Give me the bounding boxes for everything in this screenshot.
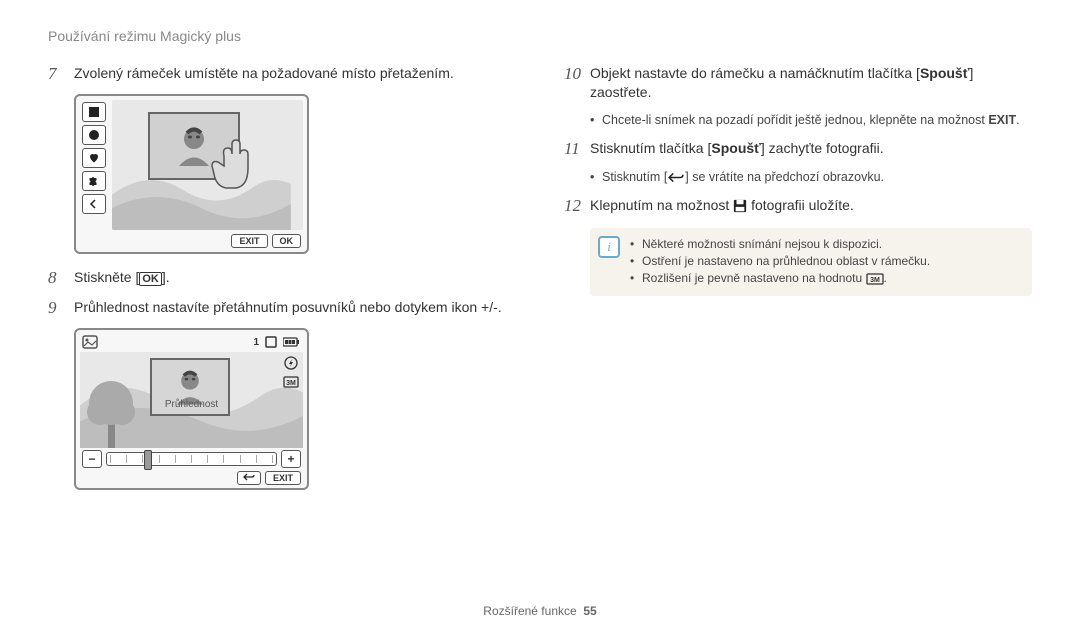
camera-screen-2: 1: [74, 328, 309, 490]
heart-shape-button[interactable]: [82, 148, 106, 168]
step-number: 7: [48, 64, 74, 84]
opacity-slider[interactable]: [106, 452, 277, 466]
step-7: 7 Zvolený rámeček umístěte na požadované…: [48, 64, 528, 84]
page-footer: Rozšířené funkce 55: [0, 604, 1080, 618]
size-icon: 3M: [283, 376, 299, 388]
bullet: Chcete-li snímek na pozadí pořídit ještě…: [590, 112, 1032, 129]
mode-icon: [82, 335, 98, 349]
screen2-footer: EXIT: [237, 471, 301, 485]
flash-icon: [284, 356, 298, 370]
counter: 1: [253, 337, 259, 348]
info-box: i Některé možnosti snímání nejsou k disp…: [590, 228, 1032, 296]
resolution-icon: 3M: [866, 273, 884, 285]
ok-key-icon: OK: [139, 272, 162, 286]
step-number: 12: [564, 196, 590, 216]
square-shape-button[interactable]: [82, 102, 106, 122]
step-text: Zvolený rámeček umístěte na požadované m…: [74, 64, 454, 83]
minus-button[interactable]: −: [82, 450, 102, 468]
step-number: 8: [48, 268, 74, 288]
step11-bullets: Stisknutím [] se vrátíte na předchozí ob…: [590, 169, 1032, 186]
breadcrumb: Používání režimu Magický plus: [48, 28, 1032, 44]
battery-icon: [283, 337, 301, 347]
exit-button[interactable]: EXIT: [231, 234, 267, 248]
save-icon: [733, 199, 747, 213]
step-number: 11: [564, 139, 590, 159]
svg-text:3M: 3M: [286, 380, 296, 387]
slider-label: Průhlednost: [80, 399, 303, 410]
step-number: 9: [48, 298, 74, 318]
return-icon: [667, 172, 685, 183]
opacity-slider-row: − +: [82, 450, 301, 468]
columns: 7 Zvolený rámeček umístěte na požadované…: [48, 64, 1032, 490]
step-11: 11 Stisknutím tlačítka [Spoušť] zachyťte…: [564, 139, 1032, 159]
hand-drag-icon: [202, 138, 262, 198]
back-button[interactable]: [237, 471, 261, 485]
info-icon: i: [598, 236, 620, 258]
info-list: Některé možnosti snímání nejsou k dispoz…: [630, 236, 1022, 288]
step-12: 12 Klepnutím na možnost fotografii uloží…: [564, 196, 1032, 216]
camera-screen-1: EXIT OK: [74, 94, 309, 254]
exit-button[interactable]: EXIT: [265, 471, 301, 485]
slider-thumb[interactable]: [144, 450, 152, 470]
step-number: 10: [564, 64, 590, 84]
step-8: 8 Stiskněte [OK].: [48, 268, 528, 288]
step-text: Klepnutím na možnost fotografii uložíte.: [590, 196, 854, 215]
ok-button[interactable]: OK: [272, 234, 302, 248]
plus-button[interactable]: +: [281, 450, 301, 468]
svg-text:3M: 3M: [870, 277, 880, 284]
info-item: Některé možnosti snímání nejsou k dispoz…: [630, 236, 1022, 253]
scene-preview: Průhlednost: [80, 352, 303, 448]
sd-icon: [265, 336, 277, 348]
circle-shape-button[interactable]: [82, 125, 106, 145]
step-text: Průhlednost nastavíte přetáhnutím posuvn…: [74, 298, 502, 317]
info-item: Rozlišení je pevně nastaveno na hodnotu …: [630, 270, 1022, 287]
step-text: Stisknutím tlačítka [Spoušť] zachyťte fo…: [590, 139, 884, 158]
screen2-topbar: 1: [82, 334, 301, 350]
step10-bullets: Chcete-li snímek na pozadí pořídit ještě…: [590, 112, 1032, 129]
column-right: 10 Objekt nastavte do rámečku a namáčknu…: [564, 64, 1032, 490]
frame-shape-toolbar: [82, 102, 108, 214]
column-left: 7 Zvolený rámeček umístěte na požadované…: [48, 64, 528, 490]
step-10: 10 Objekt nastavte do rámečku a namáčknu…: [564, 64, 1032, 102]
screen1-footer: EXIT OK: [231, 234, 301, 248]
info-item: Ostření je nastaveno na průhlednou oblas…: [630, 253, 1022, 270]
scene-preview: [112, 100, 303, 230]
step-9: 9 Průhlednost nastavíte přetáhnutím posu…: [48, 298, 528, 318]
step-text: Stiskněte [OK].: [74, 268, 170, 287]
right-indicators: 3M: [283, 356, 299, 388]
back-button[interactable]: [82, 194, 106, 214]
puzzle-shape-button[interactable]: [82, 171, 106, 191]
step-text: Objekt nastavte do rámečku a namáčknutím…: [590, 64, 1032, 102]
bullet: Stisknutím [] se vrátíte na předchozí ob…: [590, 169, 1032, 186]
